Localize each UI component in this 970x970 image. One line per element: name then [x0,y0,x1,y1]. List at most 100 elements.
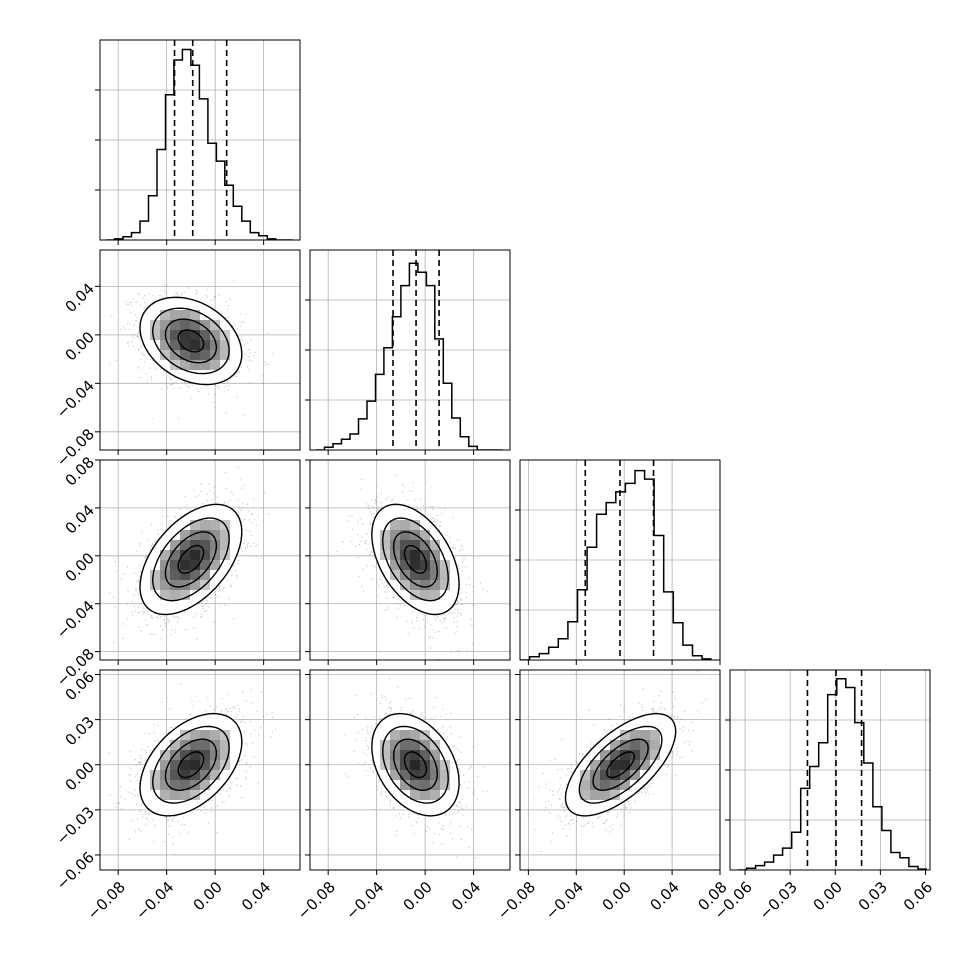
density-cell [410,730,420,740]
density-cell [200,750,210,760]
density-cell [180,560,190,570]
density-cell [180,570,190,580]
density-cell [180,770,190,780]
x-tick-label: −0.08 [494,878,539,923]
density-cell [430,770,440,780]
density-cell [180,780,190,790]
density-cell [590,780,600,790]
contour-line [139,712,243,817]
density-cell [190,790,200,800]
histogram-step [520,469,712,660]
y-tick-label: 0.00 [62,549,98,585]
density-cell [380,750,390,760]
density-cell [220,350,230,360]
density-cell [600,780,610,790]
panel-frame [99,39,301,241]
density-cell [200,560,210,570]
y-tick-label: −0.03 [53,803,98,848]
density-cell [170,580,180,590]
density-cell [610,770,620,780]
panel-r3-c1: −0.08 −0.04 0.00 0.04 [294,669,511,923]
density-cell [600,770,610,780]
density-cell [430,550,440,560]
density-cell [200,780,210,790]
density-cell [200,570,210,580]
panel-frame [99,669,301,871]
density-cell [430,540,440,550]
density-cell [610,740,620,750]
contour-line [164,531,218,588]
density-cell [410,550,420,560]
density-cell [440,760,450,770]
density-layer [109,466,270,644]
density-cell [430,580,440,590]
density-cell [600,750,610,760]
density-cell [420,590,430,600]
contour-line [403,751,428,779]
density-cell [640,730,650,740]
x-tick-label: 0.06 [900,878,936,914]
density-cell [610,760,620,770]
histogram-step [316,262,503,450]
density-cell [200,350,210,360]
density-cell [160,340,170,350]
density-cell [180,340,190,350]
density-cell [400,580,410,590]
density-cell [390,570,400,580]
density-cell [170,550,180,560]
density-cell [620,750,630,760]
density-cell [410,760,420,770]
density-cell [610,790,620,800]
density-cell [170,310,180,320]
panel-r3-c2: −0.08 −0.04 0.00 0.04 0.08 [494,669,731,923]
density-cell [220,540,230,550]
x-tick-label: −0.08 [84,878,129,923]
contour-line [578,725,663,804]
density-cell [400,780,410,790]
density-cell [410,790,420,800]
density-cell [190,570,200,580]
density-cell [440,580,450,590]
density-cell [200,520,210,530]
density-cell [180,350,190,360]
density-cell [170,760,180,770]
panel-r2-c2 [515,459,721,665]
density-cell [620,740,630,750]
y-tick-label: 0.03 [62,713,98,749]
density-cell [410,570,420,580]
density-cell [430,560,440,570]
density-cell [220,550,230,560]
density-cell [420,560,430,570]
contour-line [606,751,636,779]
density-cell [150,330,160,340]
density-cell [160,310,170,320]
density-cell [170,350,180,360]
scatter-points [336,474,488,660]
density-cell [200,340,210,350]
density-cell [170,790,180,800]
density-cell [600,760,610,770]
contour-line [164,738,217,791]
histogram-step [106,48,293,240]
density-cell [410,520,420,530]
density-cell [200,740,210,750]
density-cell [190,350,200,360]
x-tick-label: 0.04 [646,878,682,914]
density-cell [430,570,440,580]
density-cell [210,320,220,330]
x-tick-label: −0.08 [294,878,339,923]
density-cell [610,750,620,760]
density-cell [210,560,220,570]
density-cell [170,330,180,340]
panel-frame [99,249,301,451]
density-cell [640,740,650,750]
density-cell [390,540,400,550]
density-cell [210,520,220,530]
density-cell [160,760,170,770]
density-cell [580,780,590,790]
density-cell [420,780,430,790]
panel-frame [519,669,721,871]
density-cell [170,740,180,750]
density-cell [420,550,430,560]
